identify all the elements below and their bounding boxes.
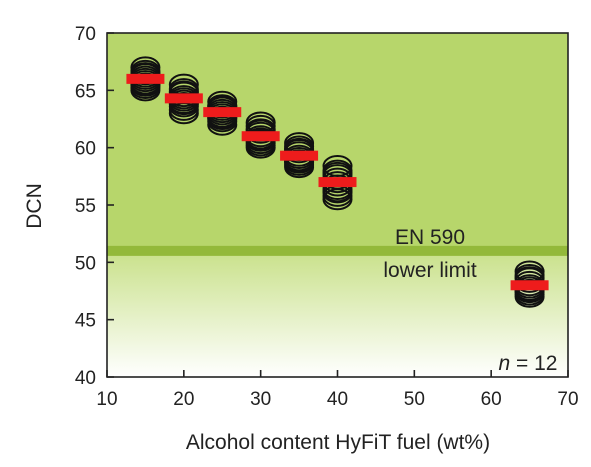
y-tick-label: 50 <box>75 253 96 274</box>
mean-bar <box>164 93 203 104</box>
data-point <box>322 188 353 211</box>
y-tick-label: 55 <box>75 196 96 217</box>
mean-bar <box>280 150 319 161</box>
y-tick-label: 65 <box>75 81 96 102</box>
y-tick-label: 70 <box>75 24 96 45</box>
x-tick-label: 50 <box>404 389 425 410</box>
n-label: n = 12 <box>499 352 558 375</box>
x-tick-label: 10 <box>96 389 117 410</box>
above-limit-region <box>107 33 568 251</box>
y-axis-title: DCN <box>23 183 46 229</box>
mean-bar <box>126 73 165 84</box>
limit-label-line1: EN 590 <box>395 226 465 249</box>
below-limit-region <box>107 250 568 377</box>
limit-label-line2: lower limit <box>383 259 477 282</box>
limit-line <box>107 245 568 256</box>
y-tick-label: 40 <box>75 368 96 389</box>
y-tick-label: 60 <box>75 139 96 160</box>
mean-bar <box>318 177 357 188</box>
mean-bar <box>203 107 242 118</box>
x-tick-label: 40 <box>327 389 348 410</box>
x-tick-label: 20 <box>173 389 194 410</box>
x-axis-title: Alcohol content HyFiT fuel (wt%) <box>186 431 490 454</box>
x-tick-label: 60 <box>481 389 502 410</box>
y-tick-label: 45 <box>75 311 96 332</box>
mean-bar <box>510 280 549 291</box>
x-tick-label: 70 <box>557 389 578 410</box>
mean-bar <box>241 131 280 142</box>
x-tick-label: 30 <box>250 389 271 410</box>
